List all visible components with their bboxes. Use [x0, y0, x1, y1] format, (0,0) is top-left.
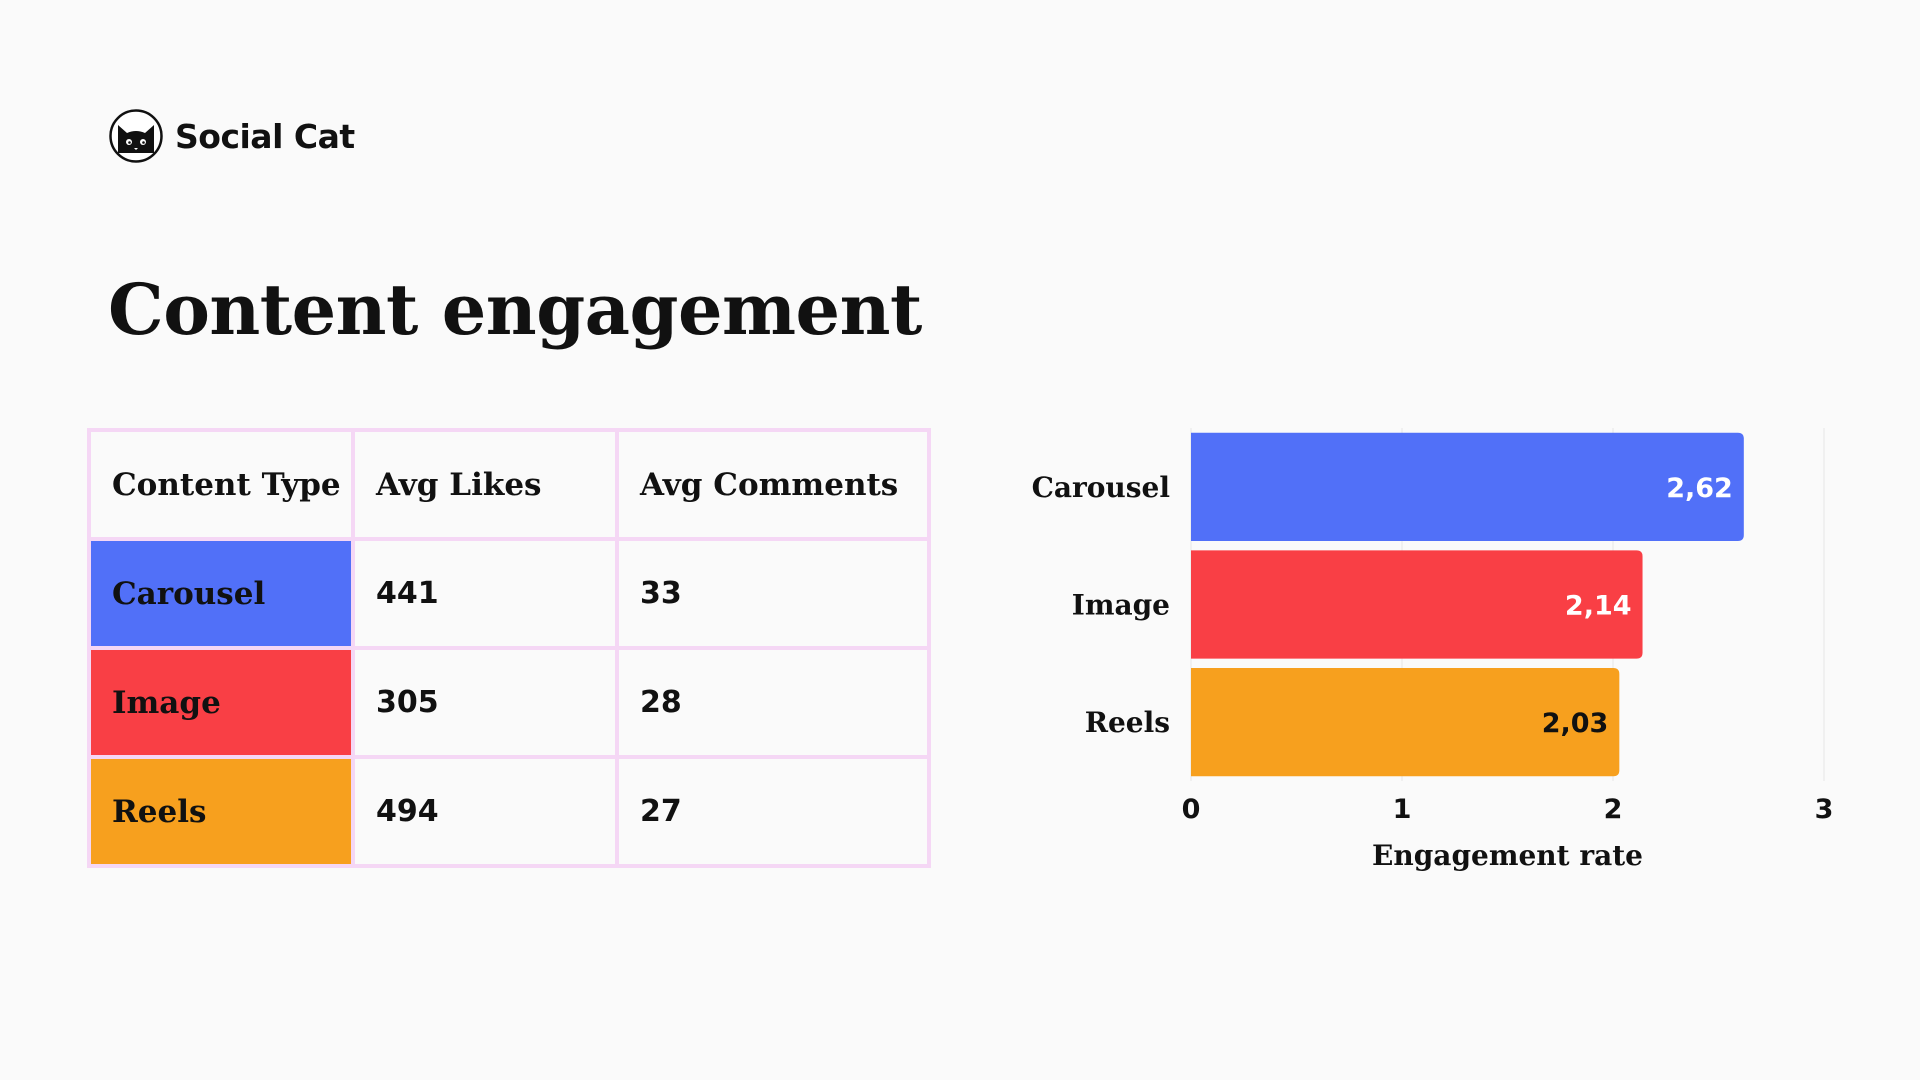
avg-comments-cell: 33 — [615, 537, 931, 650]
x-tick-label: 2 — [1604, 794, 1623, 825]
header-avg-likes: Avg Likes — [351, 428, 619, 541]
category-label: Image — [1072, 589, 1170, 622]
page-title: Content engagement — [108, 268, 922, 351]
engagement-rate-chart: Carousel 2,62 Image 2,14 Reels 2,03 0 1 2 3 Engage… — [1000, 410, 1900, 890]
bar — [1191, 550, 1643, 659]
bar — [1191, 668, 1620, 777]
x-tick-label: 0 — [1182, 794, 1201, 825]
data-label: 2,14 — [1565, 591, 1632, 622]
header-content-type: Content Type — [87, 428, 355, 541]
content-type-cell: Image — [87, 646, 355, 759]
x-tick-label: 3 — [1815, 794, 1834, 825]
brand-logo: Social Cat — [109, 108, 355, 164]
table-row: Reels 494 27 — [87, 755, 931, 868]
bar — [1191, 432, 1744, 541]
table-row: Image 305 28 — [87, 646, 931, 759]
x-axis-label: Engagement rate — [1372, 839, 1643, 872]
avg-likes-cell: 441 — [351, 537, 619, 650]
avg-likes-cell: 494 — [351, 755, 619, 868]
avg-comments-cell: 28 — [615, 646, 931, 759]
category-label: Reels — [1085, 706, 1170, 739]
x-tick-label: 1 — [1393, 794, 1412, 825]
category-label: Carousel — [1032, 471, 1170, 504]
avg-likes-cell: 305 — [351, 646, 619, 759]
content-type-cell: Carousel — [87, 537, 355, 650]
engagement-table: Content Type Avg Likes Avg Comments Caro… — [87, 428, 931, 868]
header-avg-comments: Avg Comments — [615, 428, 931, 541]
data-label: 2,03 — [1542, 708, 1609, 739]
chart-svg: Carousel 2,62 Image 2,14 Reels 2,03 0 1 2 3 Engage… — [1032, 428, 1834, 872]
content-type-cell: Reels — [87, 755, 355, 868]
table-row: Carousel 441 33 — [87, 537, 931, 650]
table-header-row: Content Type Avg Likes Avg Comments — [87, 428, 931, 541]
brand-name: Social Cat — [175, 116, 355, 156]
avg-comments-cell: 27 — [615, 755, 931, 868]
black-cat-icon — [109, 109, 163, 163]
data-label: 2,62 — [1666, 473, 1733, 504]
